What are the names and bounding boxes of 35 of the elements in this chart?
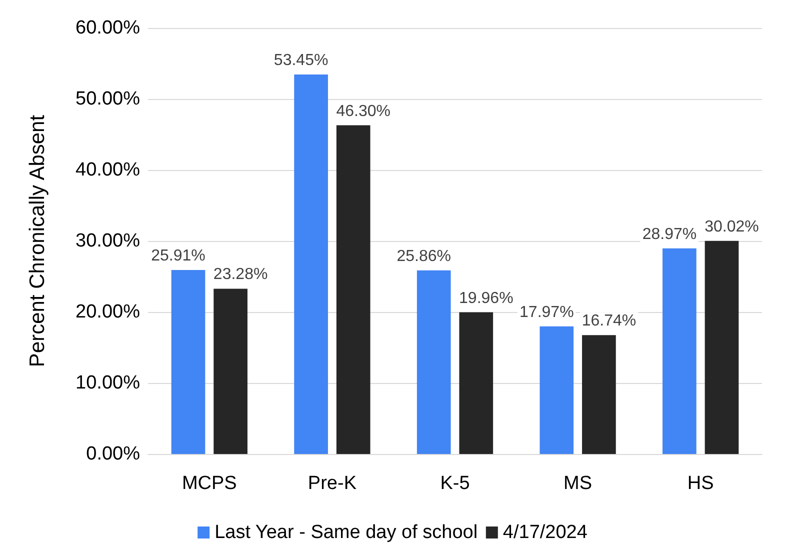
bar bbox=[416, 270, 451, 454]
bar bbox=[294, 74, 328, 454]
y-tick-label: 0.00% bbox=[86, 444, 140, 464]
bar bbox=[214, 288, 248, 454]
x-tick-label: MS bbox=[564, 473, 592, 494]
legend-label: Last Year - Same day of school bbox=[214, 522, 478, 543]
y-tick-label: 20.00% bbox=[76, 302, 140, 322]
y-tick-label: 40.00% bbox=[76, 160, 140, 180]
data-label: 23.28% bbox=[213, 266, 268, 284]
data-label: 46.30% bbox=[336, 102, 390, 120]
data-label: 25.86% bbox=[396, 248, 451, 265]
bar bbox=[662, 248, 696, 454]
x-tick-label: HS bbox=[687, 473, 714, 494]
x-tick-label: K-5 bbox=[440, 473, 470, 494]
bar bbox=[540, 326, 574, 454]
bar bbox=[582, 335, 616, 454]
data-label: 53.45% bbox=[274, 52, 328, 70]
data-label: 19.96% bbox=[459, 290, 514, 307]
y-tick-label: 10.00% bbox=[76, 372, 140, 394]
bar bbox=[336, 125, 370, 454]
bar bbox=[704, 240, 739, 454]
y-axis-title: Percent Chronically Absent bbox=[26, 114, 49, 368]
data-label: 25.91% bbox=[151, 248, 206, 265]
data-label: 17.97% bbox=[520, 304, 574, 321]
data-label: 30.02% bbox=[704, 218, 759, 236]
x-tick-label: Pre-K bbox=[308, 473, 357, 494]
y-tick-label: 60.00% bbox=[76, 18, 140, 38]
legend-label: 4/17/2024 bbox=[502, 522, 588, 543]
data-label: 16.74% bbox=[582, 312, 636, 330]
bar bbox=[171, 270, 206, 454]
y-tick-label: 50.00% bbox=[76, 88, 140, 110]
x-tick-label: MCPS bbox=[182, 473, 237, 494]
y-tick-label: 30.00% bbox=[76, 230, 140, 252]
data-label: 28.97% bbox=[642, 226, 697, 243]
bar bbox=[459, 312, 494, 454]
